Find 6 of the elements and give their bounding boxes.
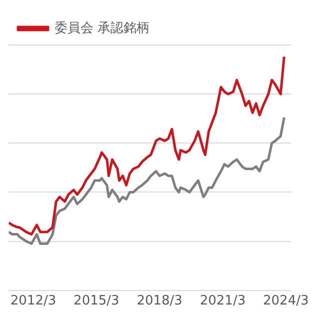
x-tick-label: 2012/3 [10, 294, 56, 309]
legend-label: 委員会 承認銘柄 [54, 20, 150, 36]
x-tick-label: 2024/3 [263, 294, 309, 309]
x-tick-label: 2018/3 [136, 294, 182, 309]
x-tick-label: 2021/3 [200, 294, 246, 309]
x-tick-label: 2015/3 [74, 294, 120, 309]
